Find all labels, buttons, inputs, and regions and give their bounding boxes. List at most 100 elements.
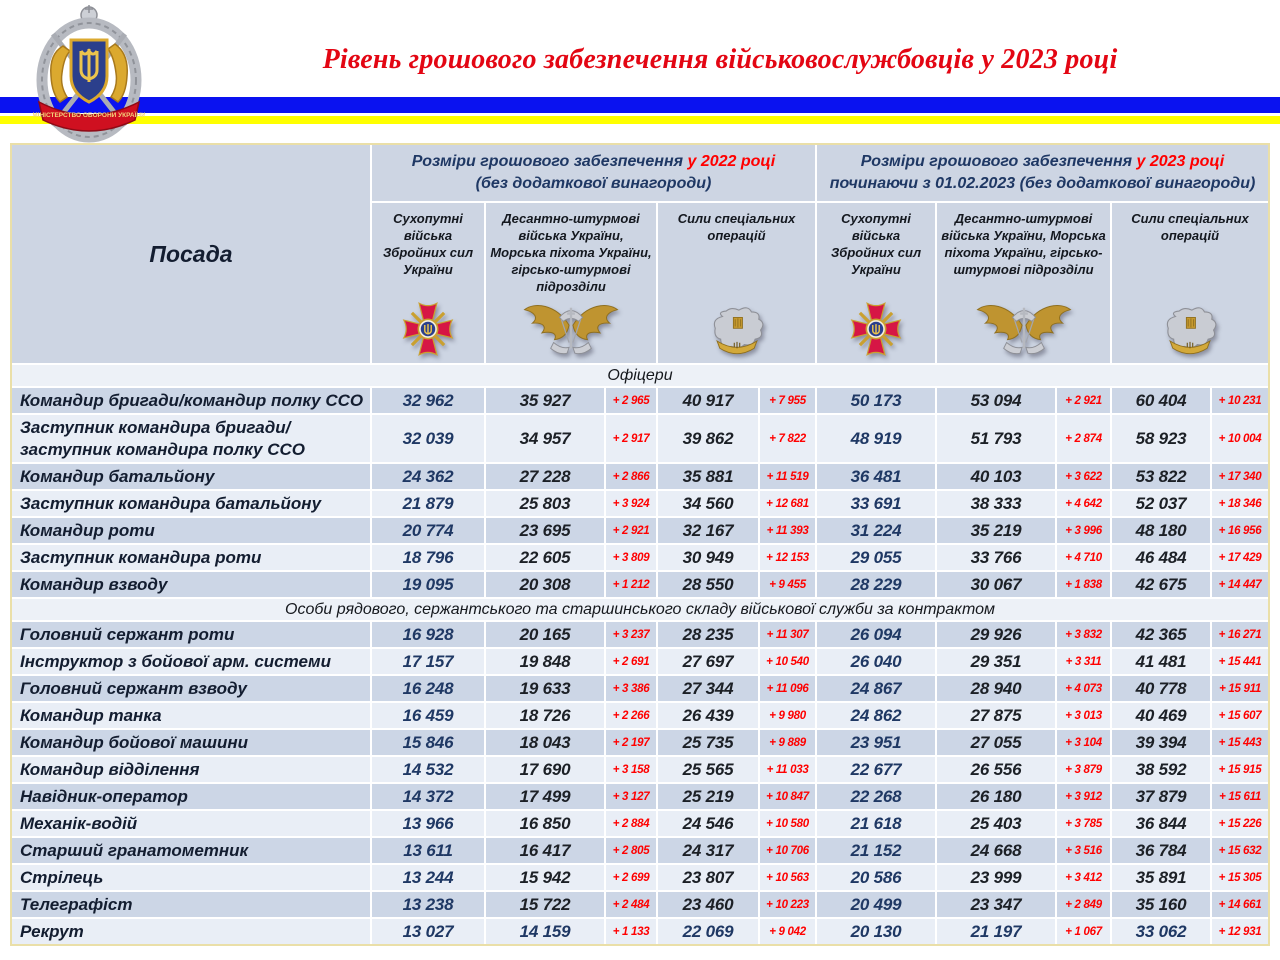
table-row: Інструктор з бойової арм. системи 17 157 1… xyxy=(12,649,1268,674)
salary-value: 53 094 xyxy=(937,388,1055,413)
air-assault-emblem-icon xyxy=(972,300,1076,358)
salary-value: 20 774 xyxy=(372,518,484,543)
salary-value: 16 417 xyxy=(486,838,604,863)
position-name: Головний сержант взводу xyxy=(12,676,370,701)
table-row: Командир бойової машини 15 846 18 043 + 2 1… xyxy=(12,730,1268,755)
delta-value: + 3 013 xyxy=(1057,703,1110,728)
salary-value: 20 130 xyxy=(817,919,935,944)
delta-value: + 1 133 xyxy=(606,919,656,944)
salary-value: 34 957 xyxy=(486,415,604,462)
delta-value: + 3 386 xyxy=(606,676,656,701)
salary-value: 25 219 xyxy=(658,784,758,809)
salary-value: 22 069 xyxy=(658,919,758,944)
salary-value: 15 846 xyxy=(372,730,484,755)
delta-value: + 1 067 xyxy=(1057,919,1110,944)
ministry-of-defence-emblem-icon: МІНІСТЕРСТВО ОБОРОНИ УКРАЇНИ xyxy=(32,2,146,144)
salary-value: 26 556 xyxy=(937,757,1055,782)
position-name: Головний сержант роти xyxy=(12,622,370,647)
delta-value: + 10 540 xyxy=(760,649,815,674)
salary-table: Посада Розміри грошового забезпечення у … xyxy=(10,143,1270,946)
salary-value: 40 917 xyxy=(658,388,758,413)
group-2022-line1: Розміри грошового забезпечення у 2022 ро… xyxy=(372,153,815,171)
branch-header-2023-3: Сили спеціальних операцій xyxy=(1112,203,1268,363)
delta-value: + 2 691 xyxy=(606,649,656,674)
salary-value: 29 351 xyxy=(937,649,1055,674)
delta-value: + 15 607 xyxy=(1212,703,1268,728)
table-row: Головний сержант взводу 16 248 19 633 + 3 3… xyxy=(12,676,1268,701)
delta-value: + 2 965 xyxy=(606,388,656,413)
delta-value: + 3 158 xyxy=(606,757,656,782)
salary-value: 41 481 xyxy=(1112,649,1210,674)
salary-value: 33 062 xyxy=(1112,919,1210,944)
salary-value: 13 238 xyxy=(372,892,484,917)
special-operations-emblem-icon xyxy=(1161,304,1219,358)
group-2023-main: Розміри грошового забезпечення xyxy=(860,153,1133,171)
delta-value: + 11 519 xyxy=(760,464,815,489)
salary-value: 17 499 xyxy=(486,784,604,809)
header-right: Розміри грошового забезпечення у 2022 ро… xyxy=(372,145,1268,363)
branch-label: Сили спеціальних операцій xyxy=(1131,211,1249,243)
salary-value: 42 675 xyxy=(1112,572,1210,597)
position-name: Заступник командира батальйону xyxy=(12,491,370,516)
branch-header-row: Сухопутні війська Збройних сил України Д… xyxy=(372,203,1268,363)
salary-value: 14 372 xyxy=(372,784,484,809)
table-row: Командир взводу 19 095 20 308 + 1 212 28 550… xyxy=(12,572,1268,597)
delta-value: + 16 271 xyxy=(1212,622,1268,647)
salary-value: 28 940 xyxy=(937,676,1055,701)
salary-value: 25 565 xyxy=(658,757,758,782)
salary-value: 35 891 xyxy=(1112,865,1210,890)
delta-value: + 4 710 xyxy=(1057,545,1110,570)
delta-value: + 16 956 xyxy=(1212,518,1268,543)
delta-value: + 10 223 xyxy=(760,892,815,917)
table-row: Командир відділення 14 532 17 690 + 3 158 25… xyxy=(12,757,1268,782)
section-title: Особи рядового, сержантського та старшин… xyxy=(12,599,1268,620)
delta-value: + 10 706 xyxy=(760,838,815,863)
salary-value: 27 055 xyxy=(937,730,1055,755)
salary-value: 35 219 xyxy=(937,518,1055,543)
delta-value: + 15 443 xyxy=(1212,730,1268,755)
salary-value: 15 942 xyxy=(486,865,604,890)
delta-value: + 3 412 xyxy=(1057,865,1110,890)
position-name: Командир батальйону xyxy=(12,464,370,489)
table-row: Заступник командира роти 18 796 22 605 + 3 … xyxy=(12,545,1268,570)
branch-label: Десантно-штурмові війська України, Морсь… xyxy=(941,211,1106,277)
salary-value: 21 152 xyxy=(817,838,935,863)
salary-value: 32 962 xyxy=(372,388,484,413)
position-name: Командир взводу xyxy=(12,572,370,597)
logo-ribbon-text: МІНІСТЕРСТВО ОБОРОНИ УКРАЇНИ xyxy=(33,111,145,119)
delta-value: + 10 004 xyxy=(1212,415,1268,462)
table-row: Телеграфіст 13 238 15 722 + 2 484 23 460 + 10… xyxy=(12,892,1268,917)
delta-value: + 7 822 xyxy=(760,415,815,462)
salary-value: 28 235 xyxy=(658,622,758,647)
branch-header-2022-2: Десантно-штурмові війська України, Морсь… xyxy=(486,203,656,363)
delta-value: + 15 611 xyxy=(1212,784,1268,809)
salary-value: 17 690 xyxy=(486,757,604,782)
salary-value: 18 726 xyxy=(486,703,604,728)
salary-value: 24 546 xyxy=(658,811,758,836)
salary-value: 38 592 xyxy=(1112,757,1210,782)
branch-header-2022-3: Сили спеціальних операцій xyxy=(658,203,815,363)
delta-value: + 2 874 xyxy=(1057,415,1110,462)
salary-value: 24 867 xyxy=(817,676,935,701)
table-row: Командир батальйону 24 362 27 228 + 2 866 35… xyxy=(12,464,1268,489)
delta-value: + 12 153 xyxy=(760,545,815,570)
salary-value: 35 881 xyxy=(658,464,758,489)
group-2023-sub: починаючи з 01.02.2023 (без додаткової в… xyxy=(829,174,1256,192)
salary-value: 36 844 xyxy=(1112,811,1210,836)
delta-value: + 2 917 xyxy=(606,415,656,462)
position-name: Телеграфіст xyxy=(12,892,370,917)
salary-value: 23 347 xyxy=(937,892,1055,917)
section-header-row: Особи рядового, сержантського та старшин… xyxy=(12,599,1268,620)
position-name: Командир бойової машини xyxy=(12,730,370,755)
salary-value: 22 677 xyxy=(817,757,935,782)
salary-value: 18 796 xyxy=(372,545,484,570)
delta-value: + 11 096 xyxy=(760,676,815,701)
salary-value: 16 928 xyxy=(372,622,484,647)
page-title: Рівень грошового забезпечення військовос… xyxy=(322,44,1118,75)
delta-value: + 4 642 xyxy=(1057,491,1110,516)
delta-value: + 2 266 xyxy=(606,703,656,728)
flag-stripe-blue xyxy=(0,97,1280,113)
salary-value: 27 228 xyxy=(486,464,604,489)
delta-value: + 10 563 xyxy=(760,865,815,890)
salary-value: 22 605 xyxy=(486,545,604,570)
